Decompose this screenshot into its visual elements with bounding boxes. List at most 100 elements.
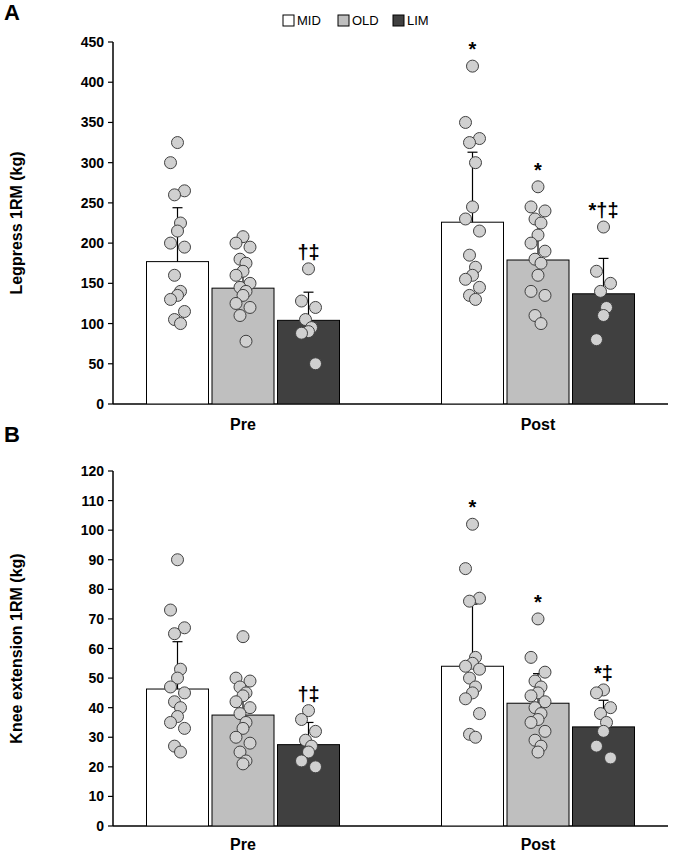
y-tick bbox=[108, 737, 113, 738]
y-tick-label: 0 bbox=[96, 396, 104, 412]
data-point bbox=[244, 241, 256, 253]
bar bbox=[147, 262, 209, 404]
data-point bbox=[169, 189, 181, 201]
data-point bbox=[310, 761, 322, 773]
y-tick-label: 200 bbox=[81, 235, 105, 251]
data-point bbox=[237, 758, 249, 770]
legend-swatch bbox=[283, 15, 294, 26]
data-point bbox=[474, 225, 486, 237]
data-point bbox=[310, 358, 322, 370]
bar bbox=[212, 715, 274, 826]
data-point bbox=[525, 285, 537, 297]
y-tick bbox=[108, 363, 113, 364]
data-point bbox=[532, 746, 544, 758]
data-point bbox=[169, 628, 181, 640]
y-tick bbox=[108, 82, 113, 83]
data-point bbox=[591, 334, 603, 346]
y-tick-label: 50 bbox=[88, 670, 104, 686]
data-point bbox=[467, 518, 479, 530]
bar bbox=[278, 320, 340, 404]
data-point bbox=[474, 708, 486, 720]
legend-label: LIM bbox=[407, 13, 429, 28]
error-bar bbox=[173, 208, 183, 262]
significance-label: * bbox=[469, 38, 477, 60]
data-point bbox=[310, 301, 322, 313]
y-tick-label: 400 bbox=[81, 74, 105, 90]
y-tick-label: 300 bbox=[81, 155, 105, 171]
data-point bbox=[598, 221, 610, 233]
data-point bbox=[460, 660, 472, 672]
data-point bbox=[470, 293, 482, 305]
data-point bbox=[230, 696, 242, 708]
x-tick-label: Pre bbox=[230, 416, 256, 433]
data-point bbox=[464, 249, 476, 261]
data-point bbox=[532, 181, 544, 193]
bar bbox=[147, 689, 209, 826]
data-point bbox=[165, 237, 177, 249]
bar bbox=[507, 260, 569, 404]
data-point bbox=[460, 213, 472, 225]
legend-swatch bbox=[393, 15, 404, 26]
error-cap bbox=[599, 258, 609, 259]
legend-label: OLD bbox=[352, 13, 379, 28]
data-point bbox=[598, 725, 610, 737]
y-tick bbox=[108, 530, 113, 531]
data-point bbox=[460, 693, 472, 705]
panel-label: B bbox=[4, 422, 20, 447]
significance-label: †‡ bbox=[297, 683, 319, 705]
data-point bbox=[525, 201, 537, 213]
bar bbox=[442, 666, 504, 826]
data-point bbox=[234, 310, 246, 322]
y-tick bbox=[108, 162, 113, 163]
y-tick-label: 60 bbox=[88, 641, 104, 657]
data-point bbox=[165, 293, 177, 305]
data-point bbox=[535, 318, 547, 330]
data-point bbox=[175, 746, 187, 758]
data-point bbox=[539, 725, 551, 737]
legend-label: MID bbox=[297, 13, 321, 28]
data-point bbox=[303, 263, 315, 275]
y-tick bbox=[108, 796, 113, 797]
data-point bbox=[165, 604, 177, 616]
data-point bbox=[172, 225, 184, 237]
data-point bbox=[525, 690, 537, 702]
data-point bbox=[165, 157, 177, 169]
y-tick bbox=[108, 766, 113, 767]
data-point bbox=[470, 731, 482, 743]
data-point bbox=[605, 277, 617, 289]
legend: MID OLD LIM bbox=[283, 13, 429, 28]
significance-label: * bbox=[534, 591, 542, 613]
significance-label: †‡ bbox=[297, 241, 319, 263]
data-point bbox=[172, 137, 184, 149]
y-tick bbox=[108, 283, 113, 284]
data-point bbox=[539, 245, 551, 257]
y-tick bbox=[108, 202, 113, 203]
data-point bbox=[240, 335, 252, 347]
data-point bbox=[474, 663, 486, 675]
y-tick-label: 350 bbox=[81, 114, 105, 130]
data-point bbox=[230, 237, 242, 249]
data-point bbox=[525, 651, 537, 663]
y-tick-label: 150 bbox=[81, 275, 105, 291]
y-tick-label: 70 bbox=[88, 611, 104, 627]
y-tick-label: 30 bbox=[88, 729, 104, 745]
y-tick-label: 90 bbox=[88, 552, 104, 568]
data-point bbox=[535, 217, 547, 229]
data-point bbox=[467, 60, 479, 72]
y-tick bbox=[108, 618, 113, 619]
y-tick bbox=[108, 677, 113, 678]
y-tick-label: 40 bbox=[88, 700, 104, 716]
data-point bbox=[179, 241, 191, 253]
plot-area bbox=[147, 60, 635, 404]
data-point bbox=[172, 554, 184, 566]
bar bbox=[507, 703, 569, 826]
y-tick bbox=[108, 403, 113, 404]
y-tick bbox=[108, 589, 113, 590]
data-point bbox=[539, 666, 551, 678]
data-point bbox=[165, 716, 177, 728]
y-tick bbox=[108, 470, 113, 471]
y-tick-label: 450 bbox=[81, 34, 105, 50]
data-point bbox=[464, 137, 476, 149]
panel: ALegpress 1RM (kg)0501001502002503003504… bbox=[4, 0, 668, 433]
plot-area bbox=[147, 518, 635, 826]
